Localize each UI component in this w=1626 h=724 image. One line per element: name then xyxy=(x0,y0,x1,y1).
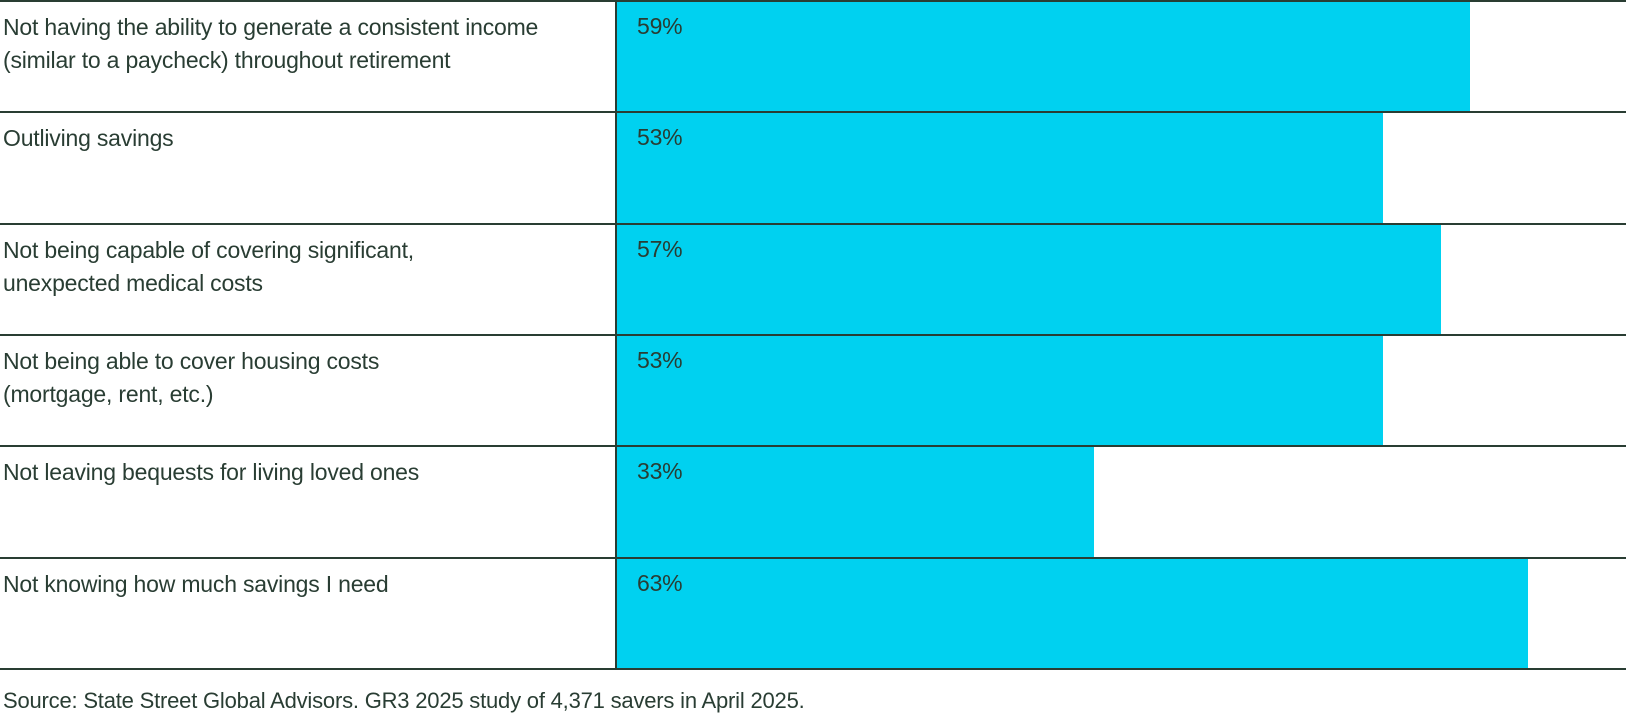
bar: 59% xyxy=(617,2,1470,112)
value-label: 33% xyxy=(637,458,683,485)
bar: 57% xyxy=(617,224,1441,334)
table-row: Outliving savings 53% xyxy=(0,111,1626,223)
bar: 33% xyxy=(617,447,1095,557)
bar-track: 63% xyxy=(615,558,1626,668)
source-note: Source: State Street Global Advisors. GR… xyxy=(3,688,805,713)
category-label: Not knowing how much savings I need xyxy=(3,570,389,597)
category-label: Not having the ability to generate a con… xyxy=(3,14,539,73)
value-label: 59% xyxy=(637,13,683,39)
value-label: 53% xyxy=(637,124,683,151)
bar: 53% xyxy=(617,336,1384,446)
table-row: Not being capable of covering significan… xyxy=(0,222,1626,334)
category-label: Outliving savings xyxy=(3,125,174,152)
value-label: 53% xyxy=(637,347,683,373)
bar: 63% xyxy=(617,558,1528,668)
bar-track: 53% xyxy=(615,336,1626,446)
category-label: Not leaving bequests for living loved on… xyxy=(3,459,420,486)
category-label: Not being able to cover housing costs (m… xyxy=(3,348,380,407)
bar-track: 59% xyxy=(615,2,1626,112)
table-row: Not having the ability to generate a con… xyxy=(0,0,1626,112)
value-label: 57% xyxy=(637,235,683,262)
table-row: Not being able to cover housing costs (m… xyxy=(0,334,1626,446)
table-row: Not knowing how much savings I need 63% xyxy=(0,556,1626,668)
value-label: 63% xyxy=(637,569,683,596)
bar: 53% xyxy=(617,113,1384,223)
category-label: Not being capable of covering significan… xyxy=(3,236,414,296)
bar-track: 53% xyxy=(615,113,1626,223)
table-row: Not leaving bequests for living loved on… xyxy=(0,445,1626,557)
bar-track: 33% xyxy=(615,447,1626,557)
bar-track: 57% xyxy=(615,224,1626,334)
bar-chart-area: Not having the ability to generate a con… xyxy=(0,0,1626,670)
